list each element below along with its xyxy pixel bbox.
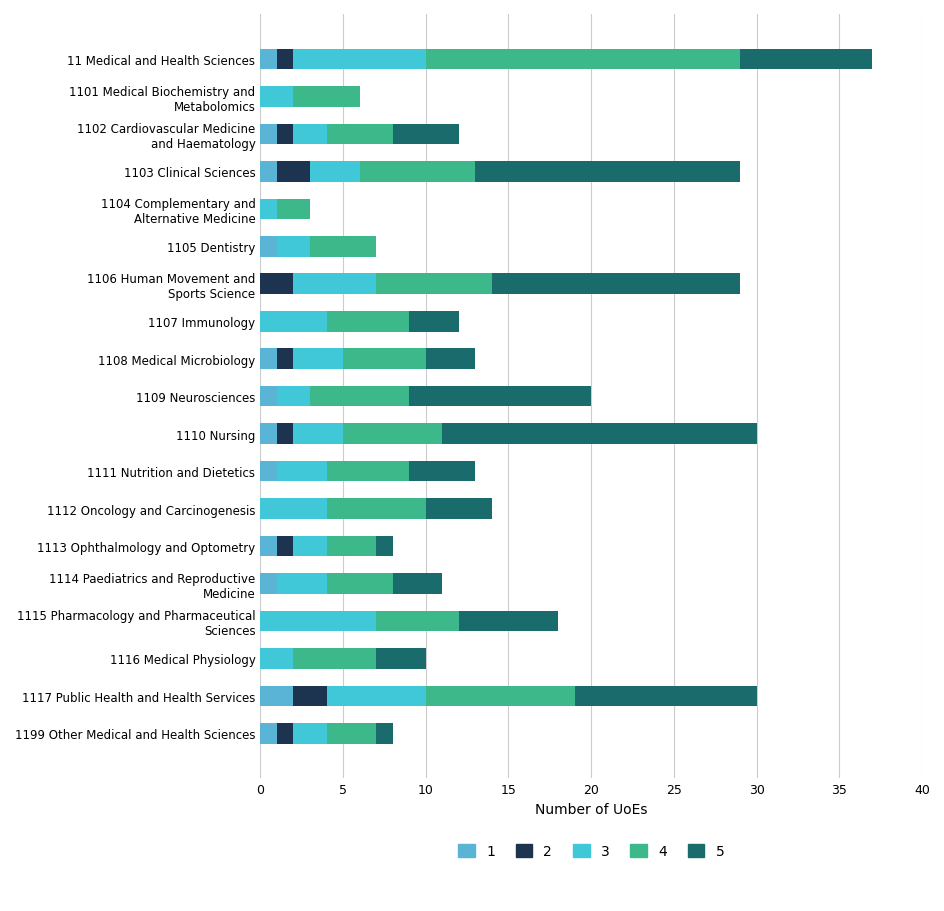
Bar (327, 461, 409, 482)
X-axis label: Number of UoEs: Number of UoEs (534, 802, 647, 816)
Bar (294, 649, 376, 669)
Bar (277, 237, 310, 257)
Bar (310, 162, 360, 182)
Bar (459, 611, 558, 631)
Bar (426, 498, 492, 519)
Bar (393, 125, 459, 145)
Bar (739, 50, 871, 70)
Bar (294, 274, 376, 295)
Bar (426, 349, 475, 370)
Bar (360, 162, 475, 182)
Bar (376, 649, 426, 669)
Bar (277, 574, 327, 594)
Bar (327, 574, 393, 594)
Bar (475, 162, 739, 182)
Bar (574, 686, 756, 706)
Bar (327, 686, 426, 706)
Bar (393, 574, 442, 594)
Bar (376, 611, 459, 631)
Bar (376, 536, 393, 557)
Bar (277, 125, 294, 145)
Bar (294, 125, 327, 145)
Bar (327, 312, 409, 333)
Bar (442, 424, 756, 445)
Bar (294, 424, 343, 445)
Bar (261, 125, 277, 145)
Bar (261, 386, 277, 407)
Bar (277, 162, 310, 182)
Bar (261, 723, 277, 743)
Bar (294, 87, 360, 107)
Bar (343, 349, 426, 370)
Bar (343, 424, 442, 445)
Bar (261, 686, 294, 706)
Bar (261, 312, 327, 333)
Bar (261, 424, 277, 445)
Bar (409, 461, 475, 482)
Bar (277, 200, 310, 220)
Bar (294, 686, 327, 706)
Bar (261, 237, 277, 257)
Bar (327, 536, 376, 557)
Bar (277, 536, 294, 557)
Bar (294, 50, 426, 70)
Bar (294, 536, 327, 557)
Bar (277, 723, 294, 743)
Bar (327, 723, 376, 743)
Bar (310, 386, 409, 407)
Bar (409, 386, 591, 407)
Bar (261, 461, 277, 482)
Bar (261, 274, 294, 295)
Bar (277, 50, 294, 70)
Bar (261, 200, 277, 220)
Bar (376, 723, 393, 743)
Bar (261, 574, 277, 594)
Bar (261, 162, 277, 182)
Bar (261, 498, 327, 519)
Legend: 1, 2, 3, 4, 5: 1, 2, 3, 4, 5 (452, 839, 729, 864)
Bar (294, 723, 327, 743)
Bar (261, 349, 277, 370)
Bar (294, 349, 343, 370)
Bar (426, 50, 739, 70)
Bar (277, 461, 327, 482)
Bar (261, 87, 294, 107)
Bar (261, 649, 294, 669)
Bar (277, 424, 294, 445)
Bar (376, 274, 492, 295)
Bar (277, 349, 294, 370)
Bar (261, 611, 376, 631)
Bar (310, 237, 376, 257)
Bar (327, 498, 426, 519)
Bar (327, 125, 393, 145)
Bar (426, 686, 574, 706)
Bar (277, 386, 310, 407)
Bar (492, 274, 739, 295)
Bar (261, 536, 277, 557)
Bar (261, 50, 277, 70)
Bar (409, 312, 459, 333)
